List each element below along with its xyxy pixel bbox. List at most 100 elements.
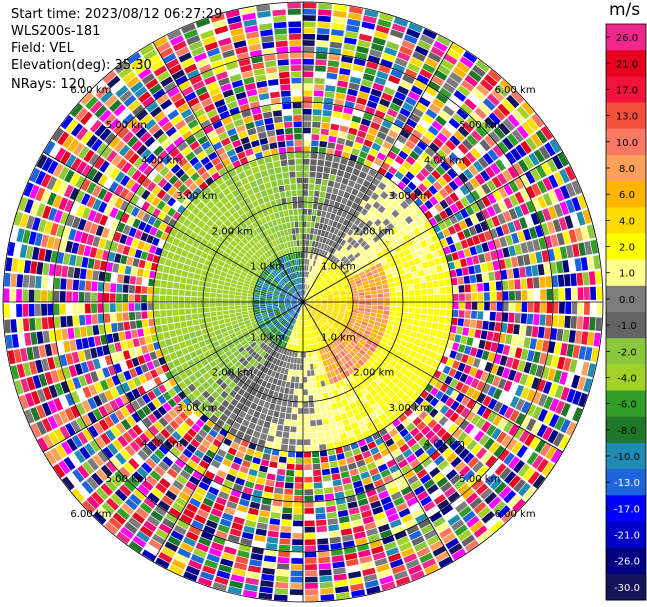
velocity-cell [109, 167, 120, 180]
velocity-cell [382, 209, 391, 218]
velocity-cell [466, 116, 478, 129]
velocity-cell [26, 347, 34, 361]
velocity-cell [583, 287, 590, 300]
velocity-cell [336, 260, 342, 267]
velocity-cell [481, 183, 492, 195]
velocity-cell [4, 319, 11, 334]
velocity-cell [346, 306, 353, 310]
velocity-cell [564, 315, 571, 329]
velocity-cell [445, 386, 454, 396]
velocity-cell [325, 331, 331, 337]
velocity-cell [315, 298, 321, 300]
velocity-cell [347, 236, 354, 244]
velocity-cell [147, 303, 154, 311]
velocity-cell [274, 321, 280, 327]
velocity-cell [248, 348, 255, 355]
velocity-cell [496, 431, 507, 444]
velocity-cell [214, 252, 222, 260]
velocity-cell [338, 131, 347, 139]
velocity-cell [161, 273, 169, 281]
velocity-cell [513, 324, 520, 335]
velocity-cell [213, 409, 223, 418]
velocity-cell [232, 483, 244, 492]
velocity-cell [287, 337, 292, 343]
velocity-cell [388, 315, 395, 321]
velocity-cell [304, 290, 306, 296]
velocity-cell [313, 394, 319, 401]
velocity-cell [401, 384, 410, 393]
velocity-cell [20, 348, 28, 362]
velocity-cell [371, 305, 378, 310]
velocity-cell [483, 230, 493, 241]
velocity-cell [589, 317, 596, 331]
velocity-cell [341, 534, 354, 542]
velocity-cell [442, 228, 451, 238]
velocity-cell [374, 187, 383, 196]
velocity-cell [276, 424, 284, 431]
velocity-cell [331, 117, 341, 125]
velocity-cell [213, 365, 221, 373]
velocity-cell [487, 385, 497, 397]
velocity-cell [131, 169, 142, 181]
velocity-cell [400, 340, 408, 347]
velocity-cell [339, 246, 346, 254]
velocity-cell [192, 379, 201, 389]
velocity-cell [198, 286, 205, 292]
velocity-cell [478, 339, 486, 349]
velocity-cell [132, 535, 147, 548]
velocity-cell [496, 365, 505, 377]
velocity-cell [340, 277, 347, 282]
velocity-cell [163, 440, 174, 451]
velocity-cell [185, 284, 192, 291]
velocity-cell [195, 465, 207, 475]
velocity-cell [593, 332, 601, 347]
velocity-cell [364, 330, 371, 336]
velocity-cell [291, 303, 298, 306]
velocity-cell [498, 391, 508, 403]
velocity-cell [431, 120, 443, 131]
velocity-cell [235, 312, 242, 317]
velocity-cell [525, 265, 533, 277]
velocity-cell [152, 409, 163, 420]
velocity-cell [160, 310, 167, 317]
velocity-cell [222, 294, 229, 299]
velocity-cell [315, 275, 320, 281]
velocity-cell [349, 282, 356, 287]
velocity-cell [540, 289, 547, 301]
velocity-cell [313, 337, 317, 344]
velocity-cell [223, 335, 231, 342]
velocity-cell [146, 234, 155, 244]
velocity-cell [314, 267, 318, 274]
velocity-cell [382, 433, 392, 442]
velocity-cell [142, 382, 152, 393]
velocity-cell [358, 465, 368, 474]
velocity-cell [479, 121, 492, 134]
velocity-cell [72, 303, 79, 315]
velocity-cell [226, 361, 234, 369]
velocity-cell [358, 339, 366, 346]
velocity-cell [311, 280, 315, 286]
velocity-cell [323, 274, 329, 280]
velocity-cell [54, 147, 66, 162]
velocity-cell [191, 285, 198, 291]
velocity-cell [315, 375, 320, 382]
velocity-cell [151, 237, 160, 246]
velocity-cell [521, 302, 528, 313]
velocity-cell [335, 497, 346, 505]
velocity-cell [550, 328, 558, 341]
velocity-cell [498, 486, 512, 499]
velocity-cell [449, 473, 462, 485]
velocity-cell [306, 357, 310, 364]
velocity-cell [169, 330, 177, 338]
velocity-cell [99, 260, 108, 271]
velocity-cell [71, 434, 83, 448]
velocity-cell [441, 263, 449, 272]
velocity-cell [409, 166, 419, 176]
velocity-cell [174, 415, 184, 426]
velocity-cell [462, 435, 473, 447]
velocity-cell [307, 370, 311, 377]
velocity-cell [229, 427, 238, 436]
velocity-cell [139, 433, 150, 444]
velocity-cell [451, 360, 460, 370]
velocity-cell [490, 250, 498, 261]
